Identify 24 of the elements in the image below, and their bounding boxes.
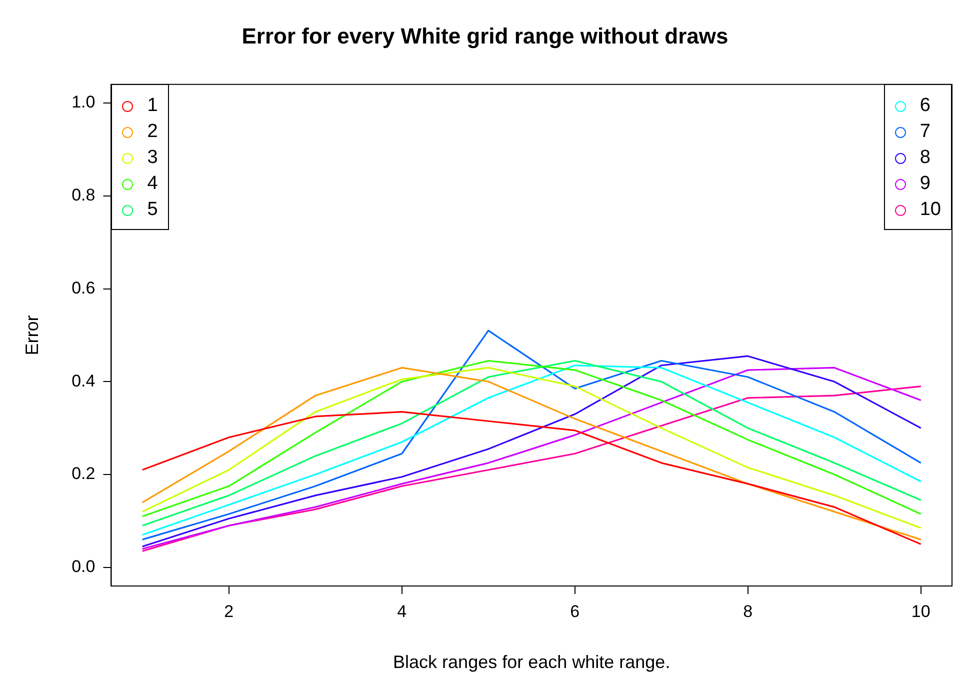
y-tick-label: 1.0: [72, 92, 96, 112]
x-axis-title: Black ranges for each white range.: [393, 652, 670, 672]
y-tick-label: 0.0: [72, 557, 96, 576]
legend-label: 6: [920, 95, 930, 118]
legend-label: 7: [920, 121, 930, 144]
legend-label: 2: [147, 121, 158, 144]
legend-label: 10: [920, 199, 941, 222]
y-tick-label: 0.4: [72, 371, 96, 390]
legend-label: 8: [920, 147, 930, 170]
legend-label: 9: [920, 173, 930, 196]
legend-label: 1: [147, 95, 158, 118]
x-tick-label: 2: [224, 602, 234, 621]
legend-label: 4: [147, 173, 158, 196]
legend-label: 5: [147, 199, 158, 222]
legend-label: 3: [147, 147, 158, 170]
chart-title: Error for every White grid range without draws: [242, 23, 728, 48]
x-tick-label: 10: [911, 602, 930, 621]
y-tick-label: 0.6: [72, 278, 96, 298]
x-tick-label: 6: [570, 602, 580, 621]
x-tick-label: 4: [397, 602, 407, 621]
x-tick-label: 8: [743, 602, 753, 621]
y-tick-label: 0.8: [72, 186, 96, 205]
y-axis-title: Error: [22, 315, 42, 356]
y-tick-label: 0.2: [72, 464, 96, 484]
